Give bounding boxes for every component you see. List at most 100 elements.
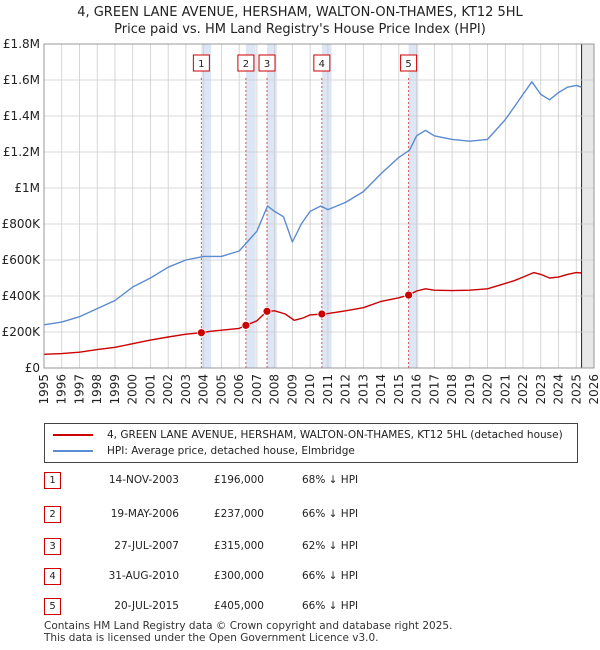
sale-point (196, 328, 206, 338)
y-tick-label: £200K (2, 325, 42, 339)
x-tick-label: 2018 (445, 374, 459, 405)
plot-border (43, 43, 595, 369)
sale-price: £300,000 (213, 570, 264, 582)
x-tick-label: 2001 (143, 374, 157, 405)
table-row: 4 31-AUG-2010 £300,000 66% ↓ HPI (44, 566, 444, 586)
legend-label-hpi: HPI: Average price, detached house, Elmb… (107, 445, 355, 457)
x-tick-label: 2016 (410, 374, 424, 405)
sale-number-label: 1 (198, 59, 204, 70)
x-tick-label: 2026 (587, 374, 600, 405)
y-tick-label: £1.6M (3, 73, 40, 87)
sale-number-label: 2 (243, 59, 249, 70)
x-tick-label: 2007 (250, 374, 264, 405)
x-tick-label: 1999 (108, 374, 122, 405)
x-tick-label: 2005 (214, 374, 228, 405)
chart-title-line2: Price paid vs. HM Land Registry's House … (114, 22, 486, 37)
table-row: 3 27-JUL-2007 £315,000 62% ↓ HPI (44, 536, 444, 556)
x-tick-label: 2013 (356, 374, 370, 405)
sale-date: 27-JUL-2007 (114, 540, 179, 552)
x-tick-label: 2010 (303, 374, 317, 405)
hpi-line (43, 81, 582, 326)
sale-period-shade (267, 44, 277, 368)
table-row: 2 19-MAY-2006 £237,000 66% ↓ HPI (44, 504, 444, 524)
sale-point (404, 290, 413, 300)
x-tick-label: 2025 (569, 374, 583, 405)
sale-price: £196,000 (213, 474, 264, 486)
forecast-shade (581, 44, 594, 368)
footer-copyright: Contains HM Land Registry data © Crown c… (44, 620, 453, 632)
x-tick-label: 1995 (37, 374, 51, 405)
sale-price: £405,000 (213, 600, 264, 612)
x-tick-label: 2015 (392, 374, 406, 405)
x-tick-label: 2012 (339, 374, 353, 405)
sale-period-shade (321, 44, 332, 368)
sale-number-box (258, 54, 276, 72)
sale-period-shade (245, 44, 256, 368)
sale-hpi-diff: 66% ↓ HPI (302, 600, 359, 612)
x-tick-label: 1998 (90, 374, 104, 405)
sale-number-badge: 2 (44, 506, 61, 523)
sale-date: 14-NOV-2003 (108, 474, 179, 486)
sale-number-box (400, 54, 418, 72)
y-tick-label: £0 (25, 361, 40, 375)
sale-date: 20-JUL-2015 (114, 600, 179, 612)
sale-date: 31-AUG-2010 (108, 570, 179, 582)
x-tick-label: 2009 (285, 374, 299, 405)
sale-number-badge: 1 (44, 472, 61, 489)
x-tick-label: 1997 (72, 374, 86, 405)
sale-number-label: 3 (264, 59, 270, 70)
table-row: 5 20-JUL-2015 £405,000 66% ↓ HPI (44, 596, 444, 616)
y-tick-label: £1M (14, 181, 40, 195)
sale-point (262, 306, 272, 316)
x-tick-label: 2017 (427, 374, 441, 405)
x-tick-label: 2022 (516, 374, 530, 405)
legend-swatch-property (53, 434, 93, 436)
sale-number-badge: 5 (44, 598, 61, 615)
y-tick-label: £800K (2, 217, 42, 231)
sale-price: £315,000 (213, 540, 264, 552)
x-tick-label: 1996 (55, 374, 69, 405)
sale-hpi-diff: 68% ↓ HPI (302, 474, 359, 486)
x-tick-label: 2008 (268, 374, 282, 405)
sale-number-badge: 3 (44, 538, 61, 555)
x-tick-label: 2014 (374, 374, 388, 405)
sale-date: 19-MAY-2006 (110, 508, 179, 520)
y-tick-label: £1.4M (3, 109, 40, 123)
y-tick-label: £600K (2, 253, 42, 267)
sale-number-box (313, 54, 331, 72)
sale-period-shade (408, 44, 419, 368)
x-tick-label: 2019 (463, 374, 477, 405)
legend-swatch-hpi (53, 450, 93, 452)
y-tick-label: £1.8M (3, 37, 40, 51)
y-tick-label: £1.2M (3, 145, 40, 159)
chart-title: 4, GREEN LANE AVENUE, HERSHAM, WALTON-ON… (0, 4, 600, 38)
sale-number-label: 4 (319, 59, 325, 70)
x-tick-label: 2024 (552, 374, 566, 405)
sale-point (317, 309, 327, 319)
x-tick-label: 2002 (161, 374, 175, 405)
x-tick-label: 2021 (498, 374, 512, 405)
x-tick-label: 2004 (197, 374, 211, 405)
plot-area (44, 44, 594, 368)
footer: Contains HM Land Registry data © Crown c… (44, 620, 452, 644)
x-tick-label: 2003 (179, 374, 193, 405)
footer-licence: This data is licensed under the Open Gov… (44, 632, 379, 644)
sale-hpi-diff: 66% ↓ HPI (302, 508, 359, 520)
table-row: 1 14-NOV-2003 £196,000 68% ↓ HPI (44, 470, 444, 490)
y-tick-label: £400K (2, 289, 42, 303)
x-tick-label: 2000 (126, 374, 140, 405)
sale-price: £237,000 (213, 508, 264, 520)
sale-point (241, 320, 251, 330)
sale-hpi-diff: 62% ↓ HPI (302, 540, 359, 552)
chart-title-line1: 4, GREEN LANE AVENUE, HERSHAM, WALTON-ON… (77, 5, 523, 20)
price-chart: 1 2 3 4 5 £0 £200K £400K £600K £800K £1M £1.2M £1.4… (2, 37, 600, 405)
x-tick-label: 2023 (534, 374, 548, 405)
sale-number-label: 5 (405, 59, 411, 70)
x-tick-label: 2020 (481, 374, 495, 405)
legend-label-property: 4, GREEN LANE AVENUE, HERSHAM, WALTON-ON… (107, 429, 563, 441)
legend: 4, GREEN LANE AVENUE, HERSHAM, WALTON-ON… (44, 423, 578, 463)
x-tick-label: 2011 (321, 374, 335, 405)
x-tick-label: 2006 (232, 374, 246, 405)
sale-hpi-diff: 66% ↓ HPI (302, 570, 359, 582)
sale-period-shade (201, 44, 212, 368)
